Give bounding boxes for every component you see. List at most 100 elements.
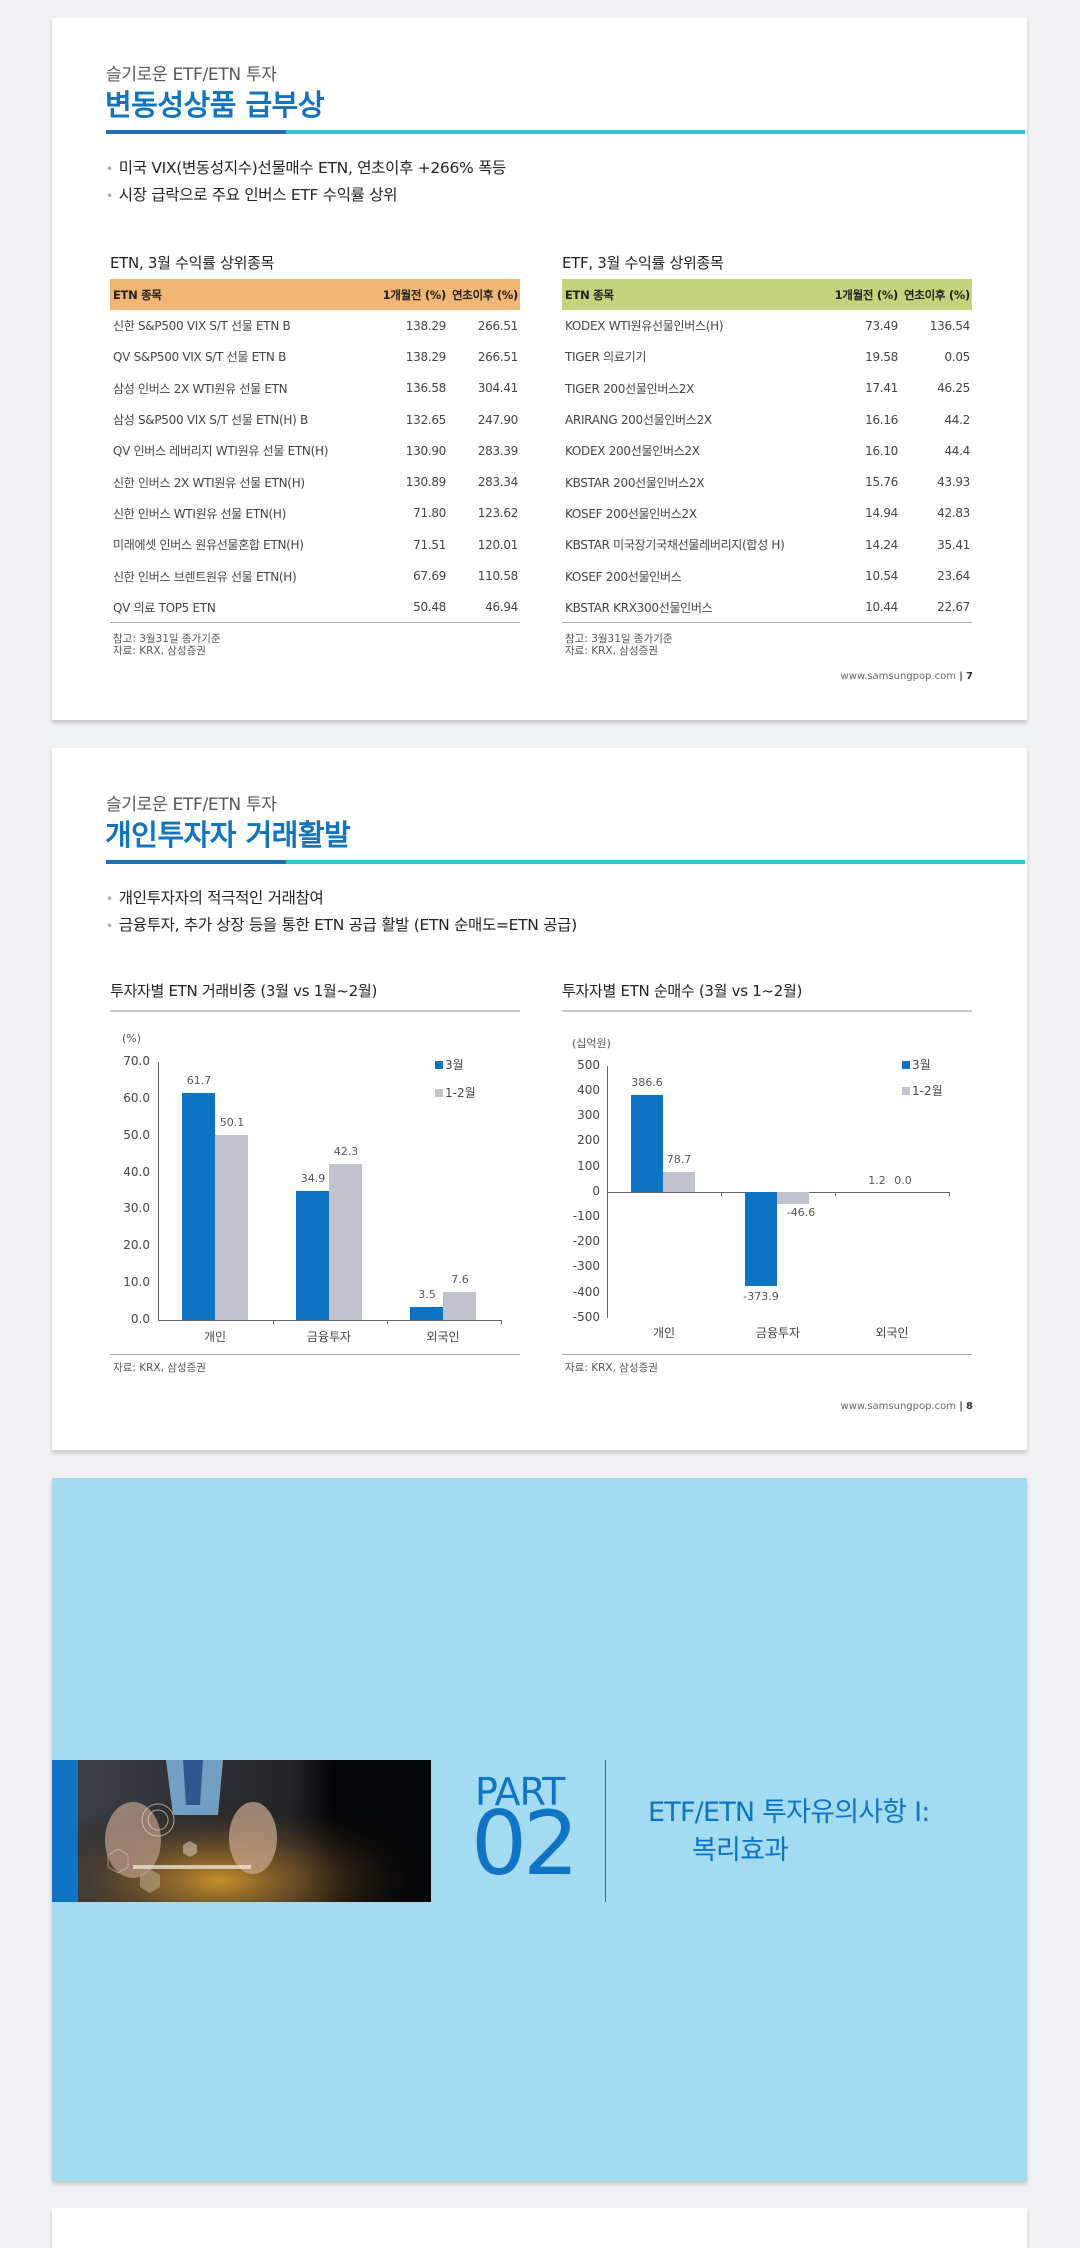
cell-ytd: 23.64 [937,569,970,584]
cell-1m: 71.80 [413,506,446,521]
x-category-label: 금융투자 [755,1326,801,1340]
part-number: 02 [471,1792,579,1895]
y-tick: 500 [577,1058,600,1072]
slide-title: 변동성상품 급부상 [105,88,325,122]
y-tick: 0.0 [130,1312,150,1326]
cell-name: KODEX 200선물인버스2X [565,444,700,459]
chart-divider [110,1354,520,1355]
cell-name: TIGER 200선물인버스2X [565,381,695,396]
bar-value-label: 1.2 [868,1174,886,1187]
x-category-label: 외국인 [426,1330,460,1344]
chart-source: 자료: KRX, 삼성증권 [565,1362,658,1374]
footer-url[interactable]: www.samsungpop.com [840,671,956,682]
cell-1m: 17.41 [865,381,898,396]
cell-name: 신한 인버스 WTI원유 선물 ETN(H) [113,506,287,521]
y-tick: 40.0 [123,1165,150,1179]
legend-item: 1-2월 [435,1084,476,1101]
title-underline [106,860,1025,864]
cell-ytd: 42.83 [937,506,970,521]
bar-janfeb-financial [777,1192,809,1204]
cell-ytd: 304.41 [477,381,519,396]
bar-march-foreign [410,1307,443,1320]
page-number: 8 [966,1401,973,1412]
cell-ytd: 46.25 [937,381,970,396]
bar-value-label: 50.1 [219,1116,245,1129]
slide-subtitle: 슬기로운 ETF/ETN 투자 [106,65,277,85]
table-row: 삼성 인버스 2X WTI원유 선물 ETN 136.58 304.41 [110,373,520,404]
cell-1m: 10.54 [865,569,898,584]
bar-value-label: 34.9 [300,1172,326,1185]
y-tick: -100 [572,1209,600,1223]
column-header: ETN 종목 [113,287,162,302]
table-header-row: ETN 종목 1개월전 (%) 연초이후 (%) [562,279,972,310]
cell-1m: 130.89 [405,475,447,490]
slide-page-7: 슬기로운 ETF/ETN 투자 변동성상품 급부상 • 미국 VIX(변동성지수)… [52,18,1027,720]
legend-swatch-icon [435,1089,443,1097]
chart-divider [110,1010,520,1012]
x-category-label: 금융투자 [306,1330,352,1344]
cell-name: KBSTAR 200선물인버스2X [565,475,705,490]
column-header: 1개월전 (%) [834,287,899,302]
cell-1m: 16.16 [865,412,898,427]
page-number: 7 [966,671,973,682]
table-row: KOSEF 200선물인버스2X 14.94 42.83 [562,498,972,529]
bar-value-label: 78.7 [666,1153,692,1166]
table-row: KOSEF 200선물인버스 10.54 23.64 [562,560,972,591]
table-row: QV 인버스 레버리지 WTI원유 선물 ETN(H) 130.90 283.39 [110,435,520,466]
table-row: TIGER 의료기기 19.58 0.05 [562,341,972,372]
legend-swatch-icon [435,1061,443,1069]
title-underline [106,130,1025,134]
column-header: 연초이후 (%) [904,287,970,302]
cell-1m: 14.24 [865,537,898,552]
bar-value-label: 61.7 [186,1074,212,1087]
cell-name: 신한 인버스 브렌트원유 선물 ETN(H) [113,569,297,584]
x-category-label: 개인 [652,1326,676,1340]
cell-1m: 10.44 [820,591,900,624]
bullet-item: • 미국 VIX(변동성지수)선물매수 ETN, 연초이후 +266% 폭등 [106,159,507,177]
y-tick: 30.0 [123,1201,150,1215]
table-row: QV S&P500 VIX S/T 선물 ETN B 138.29 266.51 [110,341,520,372]
slide-subtitle: 슬기로운 ETF/ETN 투자 [106,795,277,815]
cell-name: KOSEF 200선물인버스 [565,569,682,584]
column-header: ETN 종목 [565,287,614,302]
bar-value-label: 3.5 [418,1288,436,1301]
table-row: 신한 인버스 WTI원유 선물 ETN(H) 71.80 123.62 [110,498,520,529]
bar-value-label: 0.0 [894,1174,912,1187]
cell-1m: 73.49 [865,318,898,333]
cell-ytd: 120.01 [477,537,519,552]
slide-page-8: 슬기로운 ETF/ETN 투자 개인투자자 거래활발 • 개인투자자의 적극적인 … [52,748,1027,1450]
section-divider-page: PART 02 ETF/ETN 투자유의사항 I: 복리효과 [52,1478,1027,2181]
cell-ytd: 283.34 [477,475,519,490]
legend-item: 3월 [902,1056,931,1073]
cell-1m: 130.90 [405,443,447,458]
part-heading-line2: 복리효과 [692,1835,789,1866]
cell-name: KOSEF 200선물인버스2X [565,506,697,521]
footer-url[interactable]: www.samsungpop.com [840,1401,956,1412]
table-row: 삼성 S&P500 VIX S/T 선물 ETN(H) B 132.65 247.9… [110,404,520,435]
cell-name: 신한 S&P500 VIX S/T 선물 ETN B [113,319,291,334]
y-tick: -300 [572,1259,600,1273]
part-label: PART [475,1770,565,1814]
cell-name: QV S&P500 VIX S/T 선물 ETN B [113,350,287,365]
bar-march-individual [631,1095,663,1192]
chart-divider [562,1010,972,1012]
chart-source: 자료: KRX, 삼성증권 [113,1362,206,1374]
y-tick: 300 [577,1108,600,1122]
bar-value-label: 386.6 [631,1076,663,1089]
cell-name: KBSTAR 미국장기국채선물레버리지(합성 H) [565,538,785,553]
x-tick-mark [949,1192,950,1196]
bar-janfeb-individual [663,1172,695,1192]
y-tick: 70.0 [123,1054,150,1068]
cell-ytd: 44.2 [944,412,970,427]
table-row: 신한 인버스 브렌트원유 선물 ETN(H) 67.69 110.58 [110,560,520,591]
bar-march-individual [182,1093,215,1320]
cell-ytd: 43.93 [937,475,970,490]
table-row: KBSTAR 미국장기국채선물레버리지(합성 H) 14.24 35.41 [562,529,972,560]
bar-march-financial [745,1192,777,1286]
bar-value-label: 7.6 [451,1273,469,1286]
bullet-dot-icon: • [106,162,113,176]
table-row: ARIRANG 200선물인버스2X 16.16 44.2 [562,404,972,435]
table-row: 신한 S&P500 VIX S/T 선물 ETN B 138.29 266.51 [110,310,520,341]
table-header-row: ETN 종목 1개월전 (%) 연초이후 (%) [110,279,520,310]
cell-1m: 19.58 [865,349,898,364]
